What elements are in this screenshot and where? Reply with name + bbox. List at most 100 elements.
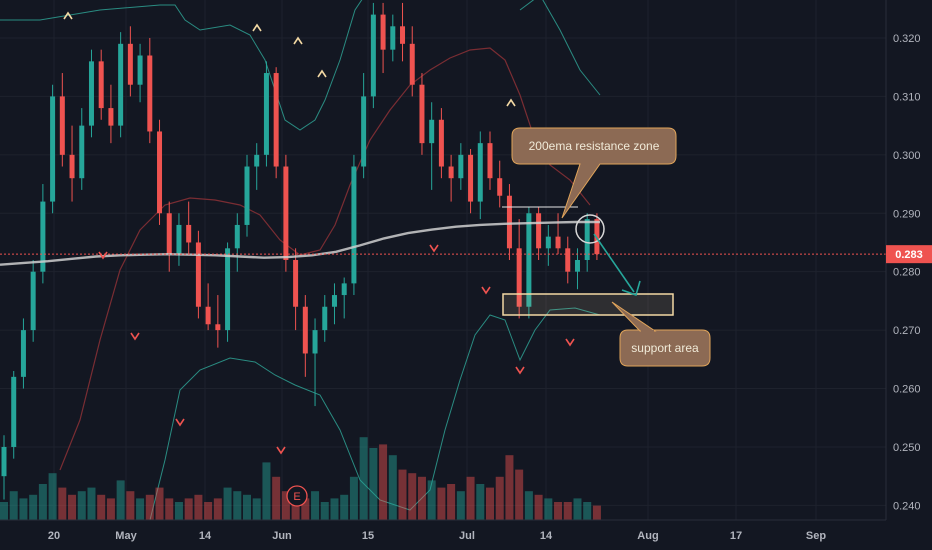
- volume-bar: [48, 473, 57, 520]
- candle-body: [448, 166, 454, 179]
- time-tick-label: 14: [540, 530, 553, 542]
- candle-body: [137, 55, 143, 85]
- time-axis[interactable]: 20 May 14 Jun 15 Jul 14 Aug 17 Sep: [48, 530, 826, 542]
- candle-body: [186, 224, 192, 243]
- candle-body: [477, 143, 483, 202]
- volume-bar: [233, 491, 242, 520]
- time-tick-label: 20: [48, 530, 60, 542]
- candle-body: [468, 154, 474, 202]
- candle-body: [536, 213, 542, 249]
- candle-body: [419, 84, 425, 144]
- candle-body: [526, 213, 532, 307]
- candle-body: [273, 73, 279, 167]
- volume-bar: [524, 491, 533, 520]
- candle-body: [312, 330, 318, 354]
- down-signal-marker: [565, 338, 575, 347]
- volume-bar: [155, 487, 164, 520]
- candle-body: [244, 166, 250, 225]
- up-signal-marker: [63, 11, 73, 20]
- volume-bar: [330, 498, 339, 520]
- down-signal-marker: [515, 366, 525, 375]
- volume-bar: [476, 484, 485, 520]
- candle-body: [555, 236, 561, 249]
- up-signal-marker: [293, 36, 303, 45]
- resistance-callout[interactable]: 200ema resistance zone: [511, 127, 677, 219]
- down-signal-marker: [481, 286, 491, 295]
- volume-bar: [68, 494, 77, 520]
- candle-body: [506, 195, 512, 249]
- support-label: support area: [631, 341, 699, 355]
- candle-body: [545, 236, 551, 249]
- volume-bar: [301, 498, 310, 520]
- time-tick-label: Sep: [806, 530, 826, 542]
- volume-bar: [417, 476, 426, 520]
- volume-bar: [281, 491, 290, 520]
- volume-bar: [505, 455, 514, 520]
- price-axis[interactable]: 0.320 0.310 0.300 0.290 0.280 0.270 0.260 0.250…: [893, 33, 921, 512]
- time-tick-label: Aug: [637, 530, 658, 542]
- last-price-tag: 0.283: [886, 245, 932, 264]
- price-tick-label: 0.260: [893, 384, 921, 396]
- volume-bar: [563, 502, 572, 520]
- volume-bar: [262, 462, 271, 520]
- candle-body: [11, 376, 17, 447]
- candle-body: [20, 330, 26, 377]
- candle-body: [1, 446, 7, 477]
- candle-body: [565, 248, 571, 272]
- volume-bar: [174, 502, 183, 520]
- price-tick-label: 0.270: [893, 325, 921, 337]
- volume-bar: [359, 437, 368, 520]
- candle-body: [263, 73, 269, 155]
- candle-body: [127, 43, 133, 85]
- time-tick-label: 14: [199, 530, 212, 542]
- volume-bar: [398, 469, 407, 520]
- earnings-marker[interactable]: E: [286, 485, 308, 507]
- signal-markers: [63, 11, 575, 455]
- volume-bar: [320, 502, 329, 520]
- candle-body: [302, 306, 308, 354]
- price-tick-label: 0.290: [893, 208, 921, 220]
- candle-body: [370, 14, 376, 97]
- volume-bar: [77, 491, 86, 520]
- candle-body: [361, 96, 367, 167]
- candle-body: [341, 283, 347, 296]
- volume-bar: [369, 448, 378, 520]
- volume-bar: [243, 494, 251, 520]
- candle-body: [409, 43, 415, 85]
- support-callout[interactable]: support area: [611, 301, 711, 367]
- volume-bar: [544, 498, 553, 520]
- candle-body: [516, 248, 522, 307]
- time-tick-label: 15: [362, 530, 374, 542]
- volume-bar: [466, 476, 475, 520]
- volume-bar: [408, 473, 417, 520]
- candle-body: [40, 201, 46, 272]
- volume-bar: [456, 491, 465, 520]
- volume-bar: [0, 502, 8, 520]
- volume-bar: [9, 491, 18, 520]
- volume-bar: [554, 502, 563, 520]
- price-tick-label: 0.280: [893, 267, 921, 279]
- earnings-marker-label: E: [293, 491, 300, 503]
- volume-bar: [291, 494, 300, 520]
- volume-bar: [437, 487, 446, 520]
- volume-bar: [573, 498, 582, 520]
- volume-bar: [223, 487, 232, 520]
- candle-body: [331, 295, 337, 307]
- candle-body: [30, 271, 36, 331]
- volume-bar: [427, 480, 436, 520]
- candle-body: [458, 154, 464, 179]
- price-tick-label: 0.250: [893, 442, 921, 454]
- candle-body: [283, 166, 289, 260]
- up-signal-marker: [252, 23, 262, 32]
- volume-bar: [136, 498, 145, 520]
- volume-bar: [349, 476, 358, 520]
- candle-body: [584, 219, 590, 260]
- candle-body: [322, 306, 328, 331]
- volume-bar: [272, 476, 281, 520]
- bollinger-upper-band: [0, 0, 601, 131]
- support-box[interactable]: [502, 293, 674, 316]
- candle-body: [574, 260, 580, 272]
- volume-bar: [379, 444, 388, 520]
